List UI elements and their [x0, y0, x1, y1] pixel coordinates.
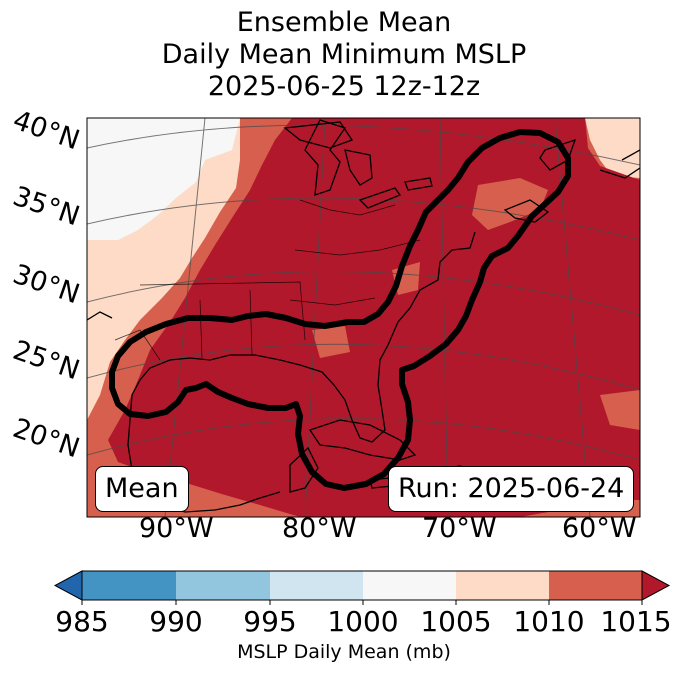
border-1	[299, 199, 396, 216]
run-badge: Run: 2025-06-24	[388, 466, 635, 512]
meridian-70w	[439, 118, 449, 517]
colorbar-tick-label-985: 985	[55, 605, 109, 638]
lon-label-90w: 90°W	[139, 513, 214, 544]
colorbar-extend-high	[641, 570, 671, 601]
gulf-st-lawrence	[539, 138, 577, 171]
parallel-35n	[87, 197, 640, 241]
colorbar-bin-995-1000	[270, 571, 363, 600]
border-3	[289, 297, 376, 306]
field-patch-4	[600, 390, 640, 430]
field-1005-1010-ne	[585, 118, 640, 178]
parallel-20n	[87, 418, 640, 461]
parallel-40n	[87, 124, 640, 166]
border-6	[199, 299, 203, 359]
colorbar-bin-985-990	[82, 571, 176, 600]
map-plot-area	[87, 118, 640, 517]
colorbar-bin-1005-1010	[456, 571, 549, 600]
lon-label-60w: 60°W	[562, 513, 637, 544]
colorbar-tick-label-1010: 1010	[513, 605, 585, 638]
field-patch-2	[312, 326, 350, 358]
lake-ontario	[404, 177, 433, 191]
field-patch-1	[472, 178, 548, 230]
colorbar-tick-label-995: 995	[243, 605, 297, 638]
yucatan	[289, 446, 319, 493]
lon-label-70w: 70°W	[422, 513, 497, 544]
border-7	[114, 329, 161, 361]
lake-michigan	[304, 119, 347, 196]
map-frame	[86, 117, 641, 518]
title-line-3: 2025-06-25 12z-12z	[207, 71, 481, 102]
lake-erie	[358, 187, 402, 209]
cuba	[308, 419, 417, 461]
colorbar-label: MSLP Daily Mean (mb)	[237, 641, 451, 663]
colorbar-bin-1010-1015	[549, 571, 642, 600]
stat-badge: Mean	[95, 466, 189, 512]
border-5	[249, 289, 253, 356]
parallel-25n	[87, 343, 640, 391]
parallel-30n	[87, 270, 640, 316]
colorbar-frame	[81, 570, 643, 601]
lon-label-80w: 80°W	[282, 513, 357, 544]
colorbar-tick-label-1005: 1005	[420, 605, 492, 638]
colorbar-tick-label-1000: 1000	[327, 605, 399, 638]
meridian-80w	[304, 118, 326, 517]
border-2	[294, 239, 421, 256]
ensemble-contour	[109, 129, 571, 491]
lake-huron	[344, 149, 373, 186]
colorbar-ticks	[81, 600, 643, 605]
colorbar-tick-label-990: 990	[149, 605, 203, 638]
title-line-2: Daily Mean Minimum MSLP	[161, 39, 527, 70]
title-line-1: Ensemble Mean	[236, 7, 452, 38]
colorbar-bin-1000-1005	[363, 571, 456, 600]
texas-coast	[87, 311, 113, 321]
colorbar-bin-990-995	[176, 571, 270, 600]
newfoundland-coast	[599, 149, 640, 179]
nova-scotia	[503, 199, 550, 223]
colorbar	[53, 570, 671, 605]
lake-superior	[283, 121, 353, 149]
colorbar-extend-low	[53, 570, 83, 601]
colorbar-tick-label-1015: 1015	[600, 605, 672, 638]
